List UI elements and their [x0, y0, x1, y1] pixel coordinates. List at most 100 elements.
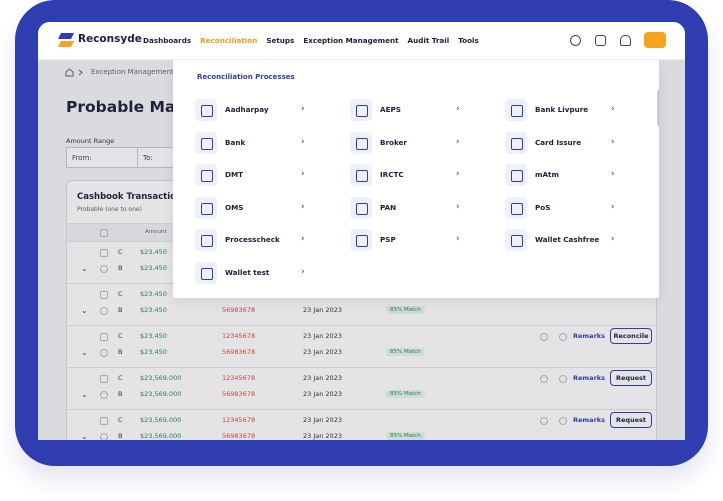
- action-button[interactable]: Request: [610, 370, 652, 386]
- checkbox[interactable]: [100, 229, 108, 237]
- menu-item[interactable]: Bank Livpure ›: [505, 99, 617, 121]
- item-label[interactable]: Broker: [380, 137, 407, 147]
- item-chevron: ›: [301, 201, 305, 212]
- item-label[interactable]: Wallet test: [225, 267, 270, 277]
- menu-item[interactable]: Wallet Cashfree ›: [505, 229, 617, 251]
- expand-chevron[interactable]: ⌄: [81, 348, 88, 357]
- menu-item[interactable]: Processcheck ›: [195, 229, 307, 251]
- amount: $23,450: [140, 348, 167, 356]
- item-label[interactable]: PAN: [380, 202, 397, 212]
- item-chevron: ›: [301, 234, 305, 244]
- checkbox[interactable]: [100, 333, 108, 341]
- expand-chevron[interactable]: ⌄: [81, 264, 88, 273]
- item-label[interactable]: Bank: [225, 137, 246, 147]
- reference: 56983678: [222, 432, 256, 440]
- action-button[interactable]: Request: [610, 412, 652, 428]
- nav-link[interactable]: Exception Management: [303, 36, 399, 45]
- row-type: C: [118, 290, 123, 298]
- expand-chevron[interactable]: ⌄: [81, 306, 88, 315]
- dropdown: Reconciliation Processes Aadharpay › AEPS ›…: [173, 60, 659, 298]
- menu-item[interactable]: AEPS ›: [350, 99, 462, 121]
- menu-item[interactable]: Wallet test ›: [195, 261, 307, 284]
- filter-label: Amount Range: [66, 137, 115, 145]
- logo: [58, 33, 74, 47]
- radio[interactable]: [100, 307, 108, 315]
- info-icon[interactable]: [540, 333, 548, 341]
- item-icon: [505, 196, 527, 219]
- remarks-link[interactable]: Remarks: [573, 332, 605, 340]
- radio[interactable]: [100, 391, 108, 399]
- item-chevron: ›: [456, 201, 460, 212]
- menu-item[interactable]: mAtm ›: [505, 164, 617, 186]
- item-label[interactable]: Processcheck: [225, 235, 280, 244]
- item-label[interactable]: IRCTC: [380, 170, 404, 179]
- menu-item[interactable]: DMT ›: [195, 164, 307, 186]
- info-icon[interactable]: [540, 417, 548, 425]
- item-icon: [350, 99, 372, 121]
- action-button[interactable]: Reconcile: [610, 328, 652, 344]
- item-label[interactable]: AEPS: [380, 105, 401, 114]
- checkbox[interactable]: [100, 375, 108, 383]
- info-icon[interactable]: [540, 375, 548, 383]
- remarks-link[interactable]: Remarks: [573, 374, 605, 382]
- radio[interactable]: [100, 349, 108, 357]
- menu-item[interactable]: OMS ›: [195, 196, 307, 219]
- checkbox[interactable]: [100, 249, 108, 257]
- checkbox[interactable]: [100, 417, 108, 425]
- header-cell: Amount: [145, 229, 167, 235]
- card-title: Cashbook Transactions: [77, 192, 188, 202]
- breadcrumb: Exception Management: [91, 68, 174, 76]
- nav-link[interactable]: Dashboards: [143, 36, 192, 45]
- item-icon: [195, 99, 217, 121]
- pin-icon[interactable]: [559, 333, 567, 341]
- item-label[interactable]: Card Issure: [535, 137, 582, 147]
- date: 23 Jan 2023: [303, 332, 342, 340]
- menu-item[interactable]: Broker ›: [350, 131, 462, 154]
- row-type: C: [118, 374, 123, 382]
- expand-chevron[interactable]: ⌄: [81, 390, 88, 399]
- nav-link[interactable]: Reconciliation: [200, 36, 258, 45]
- nav-link[interactable]: Tools: [458, 36, 479, 45]
- checkbox[interactable]: [100, 291, 108, 299]
- menu-item[interactable]: Bank ›: [195, 131, 307, 154]
- remarks-link[interactable]: Remarks: [573, 416, 605, 424]
- menu-item[interactable]: IRCTC ›: [350, 164, 462, 186]
- user-menu[interactable]: [644, 32, 666, 48]
- breadcrumb-home: [65, 68, 83, 77]
- row-type: B: [118, 390, 123, 398]
- pin-icon[interactable]: [559, 375, 567, 383]
- to-input[interactable]: To:: [137, 147, 177, 168]
- item-label[interactable]: DMT: [225, 170, 244, 179]
- reference: 56983678: [222, 390, 256, 398]
- item-label[interactable]: mAtm: [535, 170, 559, 179]
- menu-item[interactable]: PAN ›: [350, 196, 462, 219]
- scrollbar: [657, 90, 660, 126]
- menu-item[interactable]: PoS ›: [505, 196, 617, 219]
- item-label[interactable]: PoS: [535, 202, 551, 212]
- menu-item[interactable]: Card Issure ›: [505, 131, 617, 154]
- item-label[interactable]: OMS: [225, 202, 244, 212]
- item-label[interactable]: PSP: [380, 235, 396, 244]
- table-row: ⌄ C $23,569,000 12345678 23 Jan 2023 B $23,569…: [67, 409, 656, 440]
- history-icon[interactable]: [595, 35, 606, 46]
- nav-bar: Reconsyde Dashboards Reconciliation Setups…: [38, 22, 685, 60]
- menu-item[interactable]: PSP ›: [350, 229, 462, 251]
- table-row: ⌄ C $23,450 12345678 23 Jan 2023 B $23,450 5698…: [67, 325, 656, 367]
- bell-icon[interactable]: [620, 35, 631, 46]
- item-label[interactable]: Aadharpay: [225, 105, 269, 114]
- item-icon: [505, 164, 527, 186]
- expand-chevron[interactable]: ⌄: [81, 432, 88, 440]
- pin-icon[interactable]: [559, 417, 567, 425]
- radio[interactable]: [100, 433, 108, 440]
- item-label[interactable]: Bank Livpure: [535, 105, 589, 114]
- nav-link[interactable]: Audit Trail: [407, 36, 450, 45]
- radio[interactable]: [100, 265, 108, 273]
- item-label[interactable]: Wallet Cashfree: [535, 235, 600, 244]
- nav-link[interactable]: Setups: [266, 36, 295, 45]
- info-icon[interactable]: [570, 35, 581, 46]
- menu-item[interactable]: Aadharpay ›: [195, 99, 307, 121]
- item-chevron: ›: [611, 169, 615, 179]
- date: 23 Jan 2023: [303, 348, 342, 356]
- row-type: B: [118, 306, 123, 314]
